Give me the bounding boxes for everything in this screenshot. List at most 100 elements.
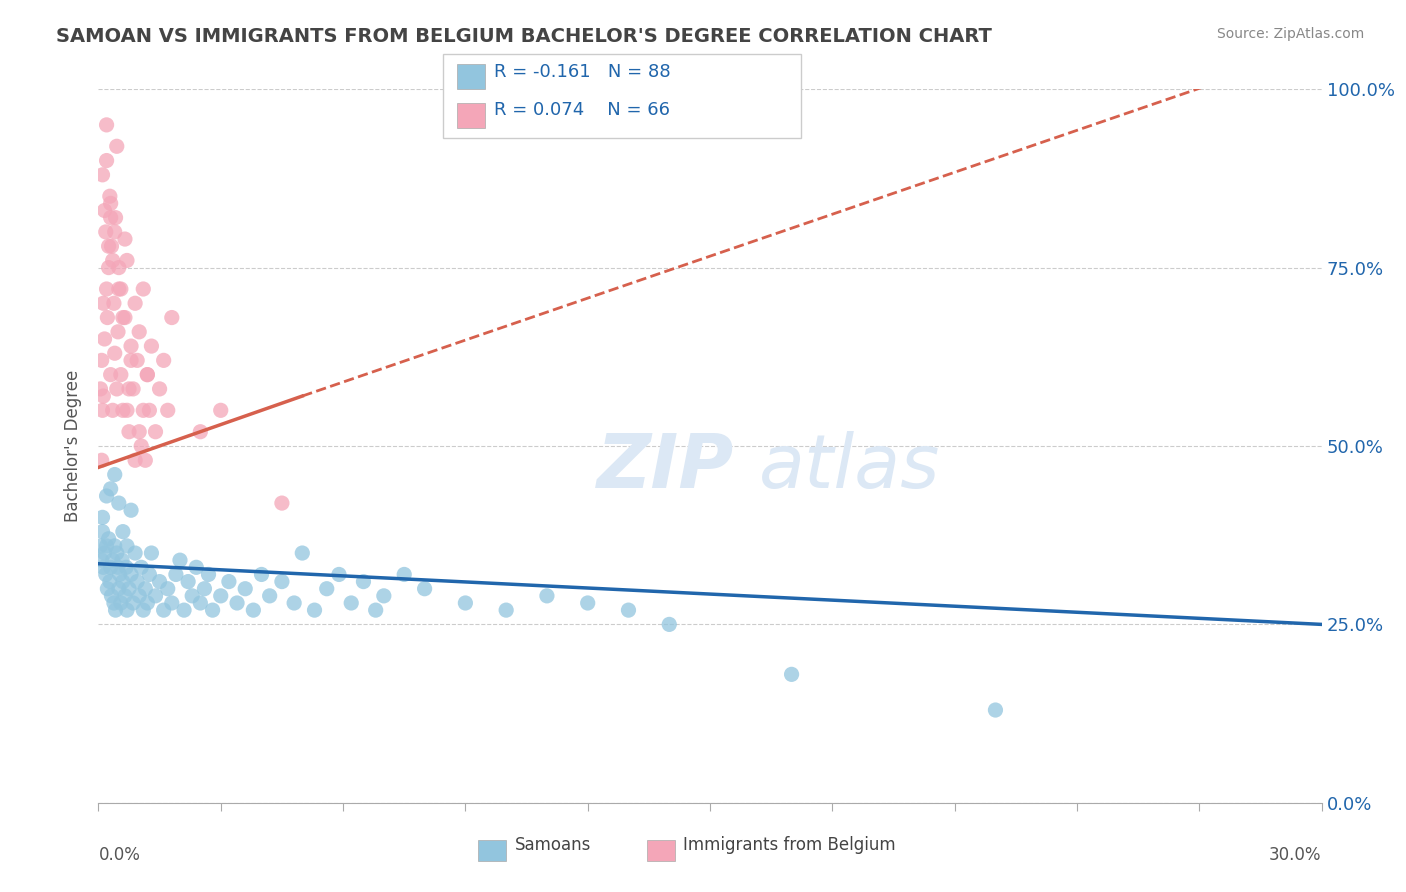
Point xyxy=(136,368,159,382)
Point xyxy=(111,553,134,567)
Point xyxy=(120,339,142,353)
Point xyxy=(91,524,114,539)
Point xyxy=(209,589,232,603)
Point xyxy=(104,467,127,482)
Point xyxy=(114,589,136,603)
Point xyxy=(209,403,232,417)
Point xyxy=(188,596,212,610)
Text: SAMOAN VS IMMIGRANTS FROM BELGIUM BACHELOR'S DEGREE CORRELATION CHART: SAMOAN VS IMMIGRANTS FROM BELGIUM BACHEL… xyxy=(56,27,993,45)
Point xyxy=(270,496,294,510)
Point xyxy=(495,603,517,617)
Point xyxy=(108,282,131,296)
Point xyxy=(120,353,142,368)
Point xyxy=(127,353,149,368)
Point xyxy=(111,310,134,325)
Point xyxy=(96,118,118,132)
Point xyxy=(283,596,305,610)
Point xyxy=(780,667,803,681)
Point xyxy=(156,582,179,596)
Point xyxy=(134,582,156,596)
Point xyxy=(97,260,120,275)
Point xyxy=(340,596,363,610)
Point xyxy=(413,582,436,596)
Point xyxy=(136,596,159,610)
Point xyxy=(108,496,131,510)
Point xyxy=(100,482,122,496)
Point xyxy=(201,603,224,617)
Point xyxy=(165,567,187,582)
Text: R = -0.161   N = 88: R = -0.161 N = 88 xyxy=(494,63,671,81)
Point xyxy=(110,282,132,296)
Point xyxy=(111,524,134,539)
Point xyxy=(118,382,141,396)
Point xyxy=(129,439,152,453)
Point xyxy=(373,589,395,603)
Point xyxy=(120,567,142,582)
Point xyxy=(141,546,163,560)
Point xyxy=(177,574,200,589)
Text: Samoans: Samoans xyxy=(515,836,591,854)
Point xyxy=(364,603,387,617)
Point xyxy=(105,546,128,560)
Point xyxy=(105,382,128,396)
Point xyxy=(226,596,249,610)
Text: 0.0%: 0.0% xyxy=(98,846,141,863)
Point xyxy=(124,546,146,560)
Point xyxy=(115,603,138,617)
Point xyxy=(91,168,114,182)
Point xyxy=(132,403,155,417)
Point xyxy=(115,253,138,268)
Point xyxy=(96,310,118,325)
Point xyxy=(90,553,112,567)
Point xyxy=(169,553,191,567)
Point xyxy=(145,589,167,603)
Point xyxy=(100,239,122,253)
Text: ZIP: ZIP xyxy=(598,431,734,504)
Point xyxy=(392,567,416,582)
Point xyxy=(197,567,219,582)
Point xyxy=(90,453,112,467)
Point xyxy=(270,574,294,589)
Point xyxy=(124,453,146,467)
Point xyxy=(97,532,120,546)
Point xyxy=(136,368,159,382)
Point xyxy=(96,582,118,596)
Point xyxy=(115,539,138,553)
Point xyxy=(173,603,195,617)
Point xyxy=(120,503,142,517)
Point xyxy=(91,510,114,524)
Point xyxy=(94,567,117,582)
Point xyxy=(160,596,183,610)
Point xyxy=(149,382,172,396)
Point xyxy=(108,260,131,275)
Y-axis label: Bachelor's Degree: Bachelor's Degree xyxy=(65,370,83,522)
Point xyxy=(98,574,121,589)
Point xyxy=(160,310,183,325)
Point xyxy=(101,553,124,567)
Point xyxy=(111,574,134,589)
Point xyxy=(250,567,273,582)
Point xyxy=(96,282,118,296)
Point xyxy=(186,560,208,574)
Point xyxy=(100,211,122,225)
Point xyxy=(193,582,215,596)
Point xyxy=(138,567,160,582)
Point xyxy=(134,453,156,467)
Point xyxy=(115,560,138,574)
Point xyxy=(111,403,134,417)
Point xyxy=(132,282,155,296)
Point xyxy=(110,596,132,610)
Point xyxy=(122,596,145,610)
Point xyxy=(181,589,204,603)
Point xyxy=(984,703,1007,717)
Point xyxy=(454,596,477,610)
Point xyxy=(104,211,127,225)
Point xyxy=(152,603,174,617)
Text: Immigrants from Belgium: Immigrants from Belgium xyxy=(683,836,896,854)
Point xyxy=(98,189,121,203)
Point xyxy=(91,296,114,310)
Point xyxy=(100,368,122,382)
Point xyxy=(104,603,127,617)
Point xyxy=(576,596,599,610)
Point xyxy=(103,296,125,310)
